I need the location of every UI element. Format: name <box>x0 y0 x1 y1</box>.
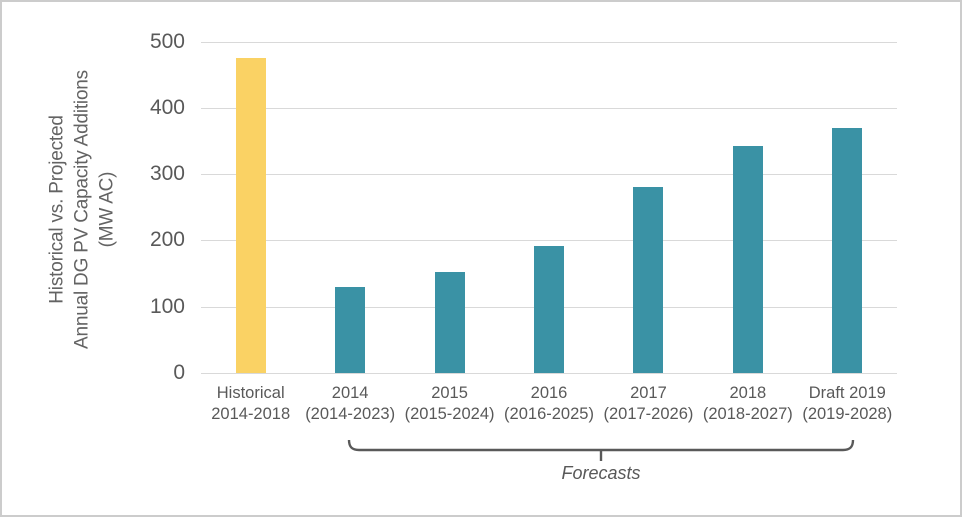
bar-2016 <box>534 245 564 373</box>
x-tick-label-2014: 2014 (2014-2023) <box>295 383 405 425</box>
x-tick-line-2: (2015-2024) <box>404 405 495 423</box>
y-axis-title-line-1: Historical vs. Projected <box>46 115 68 304</box>
x-tick-label-draft-2019: Draft 2019 (2019-2028) <box>792 383 902 425</box>
gridline-500 <box>201 41 897 43</box>
x-tick-label-2016: 2016 (2016-2025) <box>494 383 604 425</box>
y-tick-label-300: 300 <box>149 162 185 186</box>
y-tick-label-100: 100 <box>149 294 185 318</box>
x-tick-line-2: 2014-2018 <box>211 405 291 423</box>
x-tick-line-2: (2017-2026) <box>603 405 694 423</box>
x-tick-line-1: Historical <box>216 384 285 402</box>
x-tick-line-1: 2014 <box>331 384 369 402</box>
y-axis-title: Historical vs. Projected Annual DG PV Ca… <box>45 35 120 385</box>
x-tick-line-1: 2017 <box>630 384 667 402</box>
bar-draft-2019 <box>832 127 863 373</box>
y-axis-title-line-3: (MW AC) <box>96 171 118 248</box>
gridline-400 <box>201 107 897 109</box>
x-tick-label-historical: Historical 2014-2018 <box>196 383 306 425</box>
gridline-300 <box>201 174 897 176</box>
x-tick-line-1: 2015 <box>431 384 468 402</box>
bar-historical <box>235 58 266 373</box>
x-tick-label-2015: 2015 (2015-2024) <box>395 383 505 425</box>
forecasts-label: Forecasts <box>561 463 641 483</box>
bar-2018 <box>732 145 763 373</box>
x-tick-line-1: 2016 <box>530 384 568 402</box>
y-tick-label-0: 0 <box>173 361 185 384</box>
bar-2017 <box>633 187 664 373</box>
x-tick-line-2: (2019-2028) <box>802 405 893 423</box>
x-tick-line-2: (2016-2025) <box>504 405 594 423</box>
x-tick-line-2: (2014-2023) <box>305 405 396 423</box>
x-tick-label-2017: 2017 (2017-2026) <box>593 383 703 425</box>
x-tick-label-2018: 2018 (2018-2027) <box>693 383 803 425</box>
x-tick-line-1: 2018 <box>729 384 767 402</box>
gridline-0 <box>201 373 897 374</box>
y-tick-label-400: 400 <box>149 95 185 119</box>
forecasts-bracket <box>347 439 855 461</box>
bar-2015 <box>434 272 465 373</box>
bracket-path <box>347 439 855 461</box>
gridline-200 <box>201 240 897 242</box>
x-tick-line-1: Draft 2019 <box>808 384 886 402</box>
y-axis-title-line-2: Annual DG PV Capacity Additions <box>71 70 93 349</box>
bar-2014 <box>335 286 366 373</box>
y-tick-label-500: 500 <box>149 29 185 53</box>
y-tick-label-200: 200 <box>149 228 185 252</box>
x-tick-line-2: (2018-2027) <box>702 405 793 423</box>
